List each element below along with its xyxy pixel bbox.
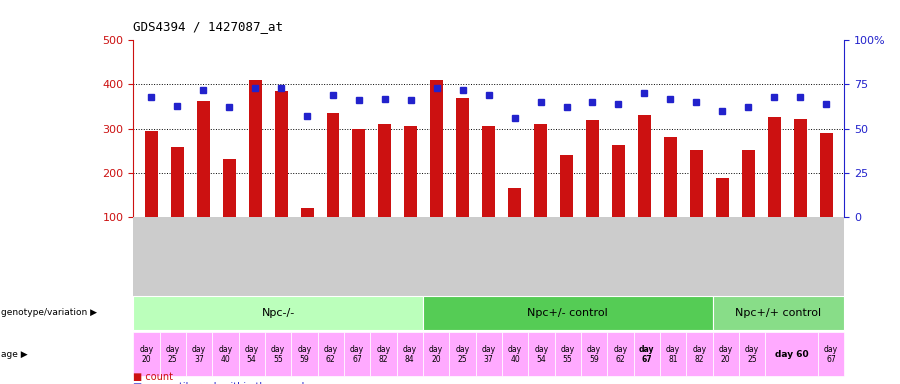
Bar [638,115,651,261]
Bar [456,98,469,261]
Text: ■ percentile rank within the sample: ■ percentile rank within the sample [133,382,310,384]
Bar [222,159,236,261]
Text: day
67: day 67 [639,344,654,364]
Bar [768,117,780,261]
Text: day
67: day 67 [824,344,838,364]
Text: day 60: day 60 [775,350,808,359]
Bar [664,137,677,261]
Bar [820,133,832,261]
Text: day
84: day 84 [402,344,417,364]
Text: day
25: day 25 [166,344,180,364]
Bar [274,91,288,261]
Bar [430,80,444,261]
Text: day
25: day 25 [745,344,759,364]
Bar [689,150,703,261]
Text: day
54: day 54 [245,344,259,364]
Text: day
62: day 62 [324,344,338,364]
Bar [248,80,262,261]
Text: day
59: day 59 [587,344,601,364]
Text: day
20: day 20 [140,344,153,364]
Bar [301,208,313,261]
Bar [145,131,158,261]
Text: GDS4394 / 1427087_at: GDS4394 / 1427087_at [133,20,284,33]
Text: genotype/variation ▶: genotype/variation ▶ [1,308,97,318]
Bar [353,129,365,261]
Bar [716,178,729,261]
Bar [612,146,625,261]
Text: day
20: day 20 [429,344,443,364]
Text: day
82: day 82 [376,344,391,364]
Text: day
20: day 20 [718,344,733,364]
Text: day
40: day 40 [219,344,232,364]
Text: day
37: day 37 [482,344,496,364]
Text: Npc+/- control: Npc+/- control [527,308,608,318]
Bar [560,155,573,261]
Bar [404,126,418,261]
Bar [742,150,755,261]
Text: day
55: day 55 [561,344,575,364]
Bar [327,113,339,261]
Text: Npc+/+ control: Npc+/+ control [735,308,822,318]
Text: day
54: day 54 [535,344,548,364]
Text: day
25: day 25 [455,344,470,364]
Text: day
67: day 67 [350,344,365,364]
Bar [197,101,210,261]
Bar [586,120,599,261]
Bar [794,119,806,261]
Text: day
55: day 55 [271,344,285,364]
Bar [482,126,495,261]
Text: Npc-/-: Npc-/- [261,308,294,318]
Text: ■ count: ■ count [133,372,173,382]
Text: day
82: day 82 [692,344,706,364]
Bar [508,188,521,261]
Text: age ▶: age ▶ [1,350,28,359]
Text: day
81: day 81 [666,344,680,364]
Text: day
37: day 37 [192,344,206,364]
Text: day
40: day 40 [508,344,522,364]
Bar [534,124,547,261]
Bar [171,147,184,261]
Bar [378,124,392,261]
Text: day
59: day 59 [297,344,311,364]
Text: day
62: day 62 [613,344,627,364]
